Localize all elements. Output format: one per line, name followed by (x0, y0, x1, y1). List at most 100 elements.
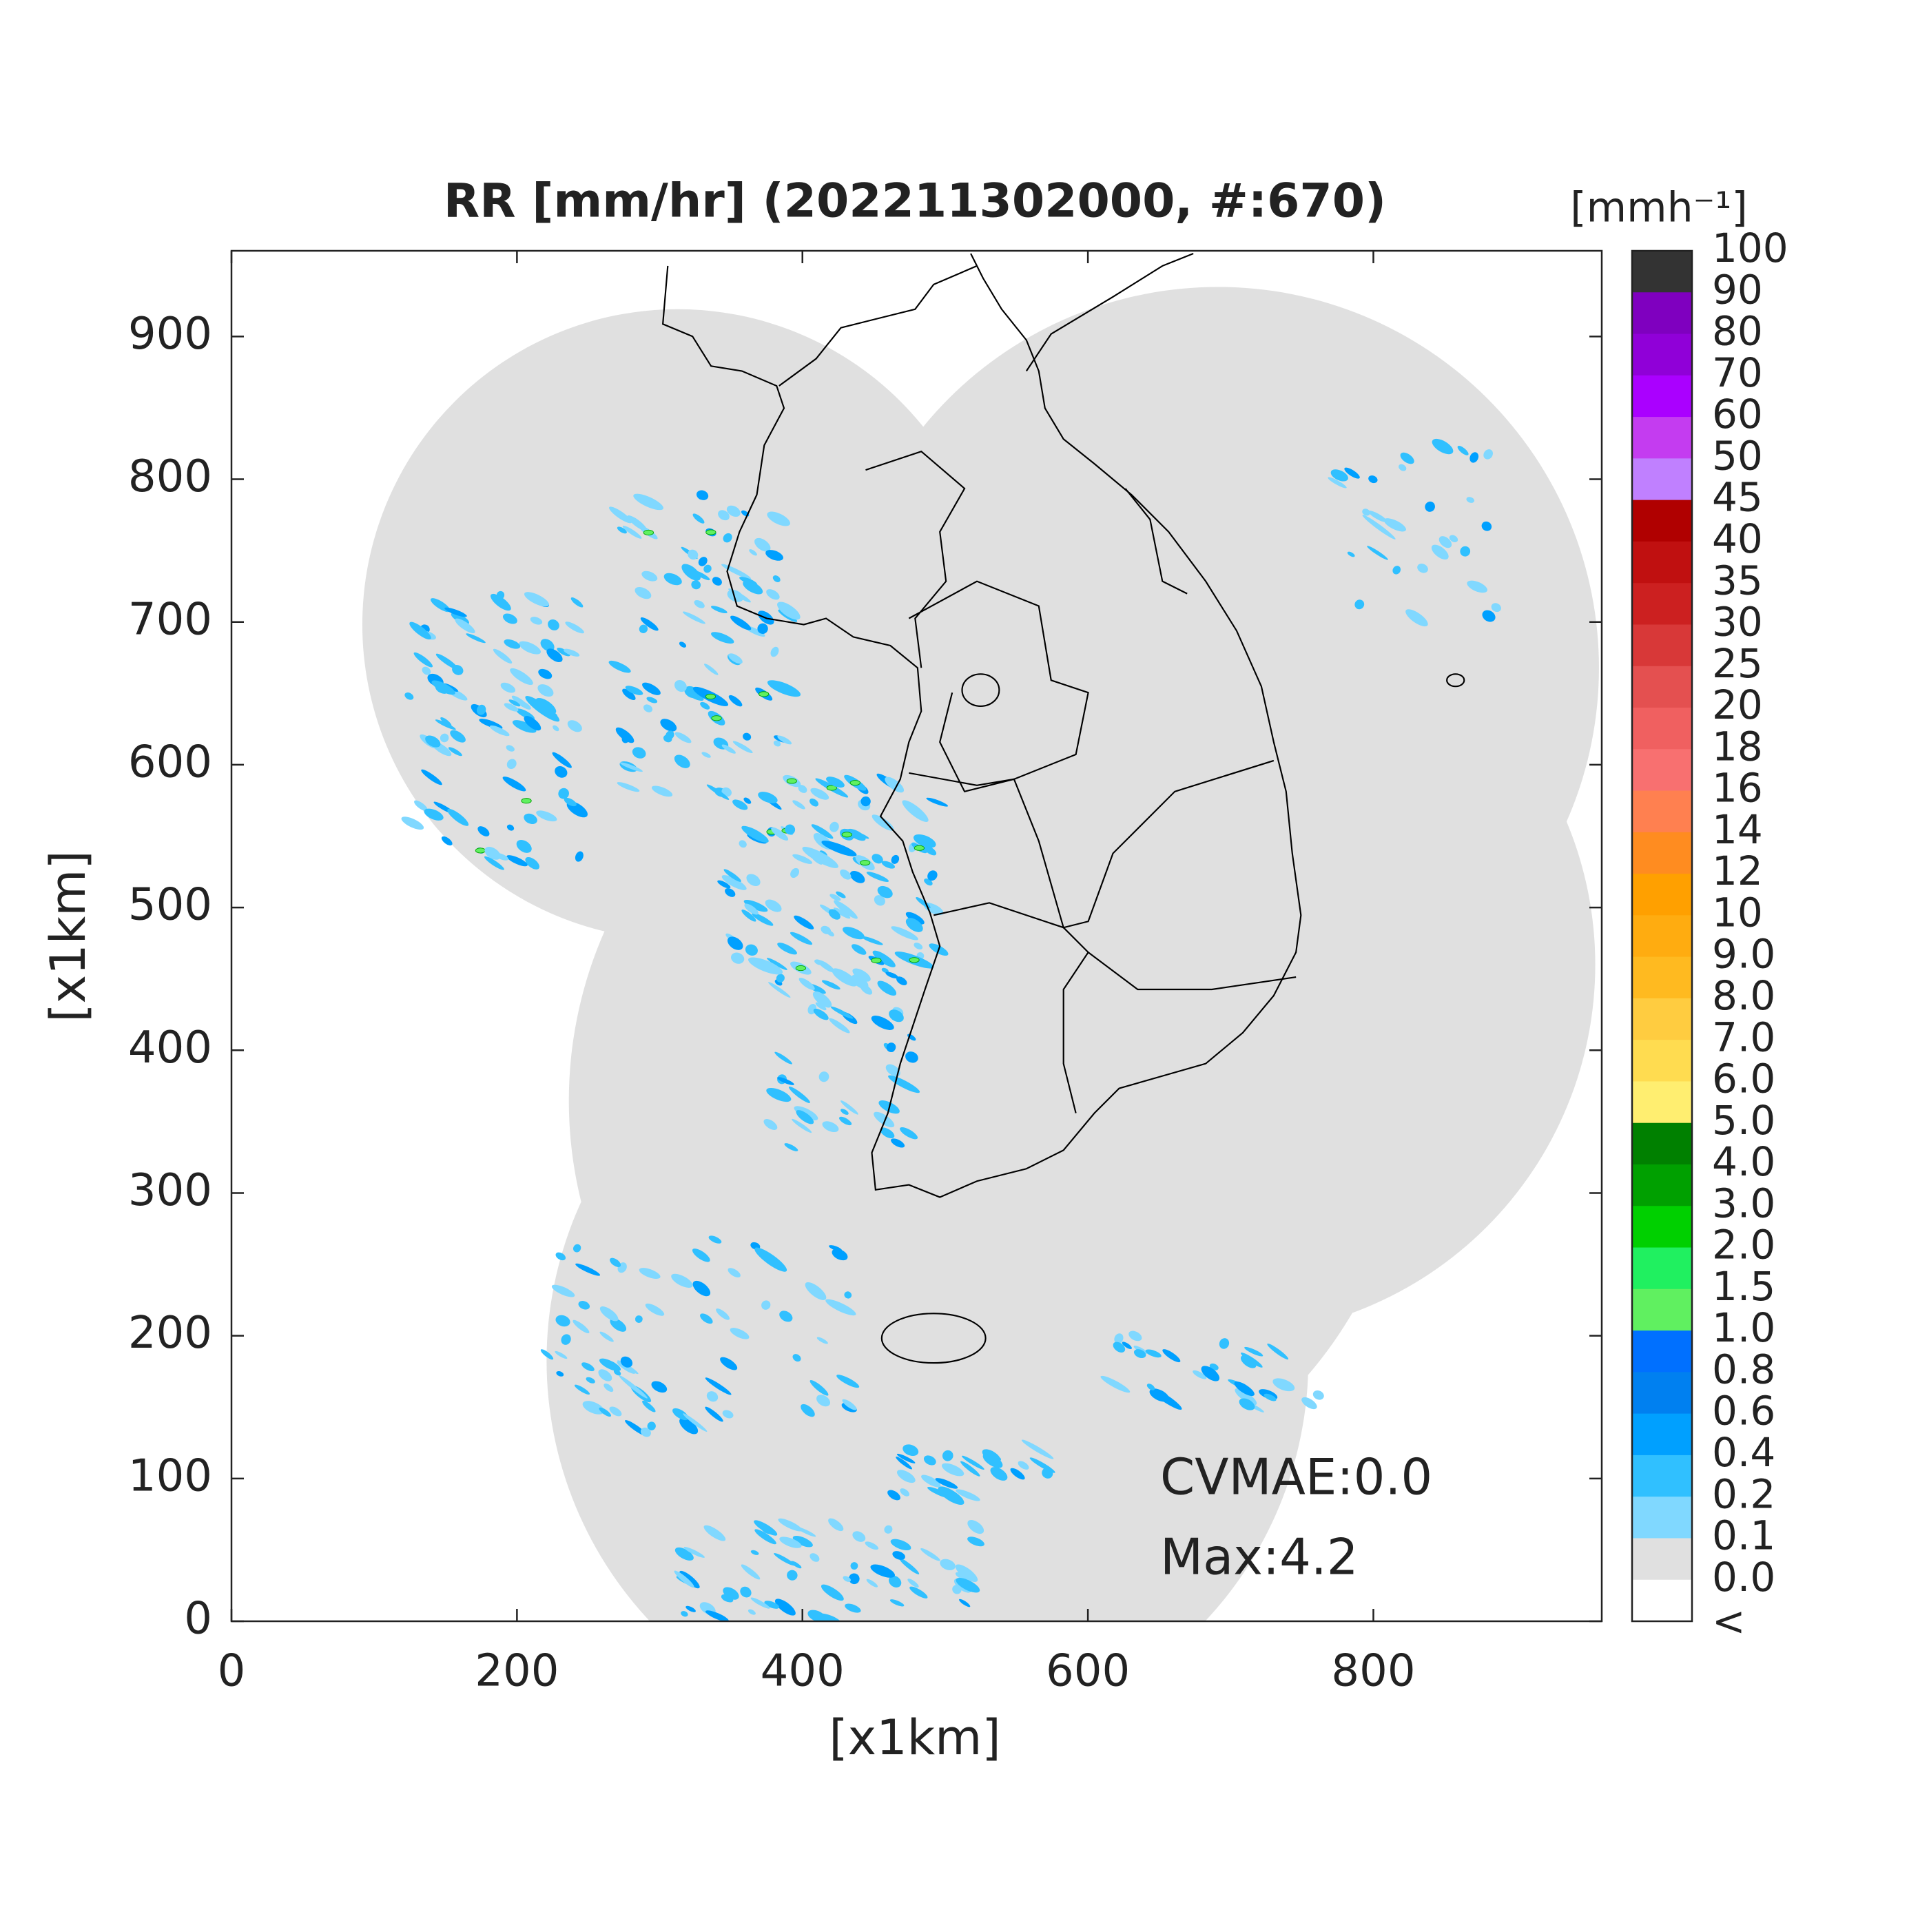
border-path (1025, 252, 1194, 372)
echo (450, 730, 466, 743)
echo (1392, 566, 1401, 575)
echo (887, 1490, 900, 1501)
colorbar-label: 60 (1712, 391, 1763, 438)
echo (852, 974, 869, 989)
x-tick-label: 200 (475, 1646, 559, 1697)
echo (552, 752, 572, 768)
colorbar-label: 45 (1712, 474, 1763, 521)
echo (728, 695, 743, 707)
echo (496, 590, 505, 599)
echo (732, 799, 748, 810)
echo (726, 505, 741, 517)
echo (840, 1109, 849, 1115)
echo (537, 684, 554, 697)
echo (609, 506, 632, 524)
echo (1399, 464, 1407, 471)
echo (564, 797, 577, 807)
echo (561, 1334, 571, 1345)
echo (679, 641, 687, 648)
echo (1267, 1343, 1289, 1360)
echo (796, 1110, 814, 1124)
echo (796, 1526, 816, 1537)
echo (815, 1002, 827, 1011)
colorbar-band (1632, 1579, 1692, 1622)
echo (877, 885, 893, 898)
echo (807, 1610, 826, 1621)
echo (921, 1474, 941, 1488)
echo (617, 782, 640, 792)
echo (1029, 1457, 1055, 1473)
echo (663, 573, 682, 586)
echo (923, 845, 937, 856)
echo (828, 909, 840, 920)
echo (440, 733, 449, 743)
colorbar-label: 16 (1712, 765, 1763, 812)
echo (798, 978, 815, 990)
y-tick-label: 200 (128, 1308, 212, 1359)
echo (581, 1362, 595, 1372)
echo (792, 800, 805, 810)
echo (651, 785, 673, 797)
echo (1021, 1439, 1054, 1459)
echo (582, 1401, 605, 1415)
echo (774, 1051, 792, 1065)
echo (1483, 449, 1494, 460)
colorbar-label: 70 (1712, 349, 1763, 396)
colorbar-band (1632, 874, 1692, 916)
echo (666, 730, 674, 740)
x-axis-label: [x1km] (829, 1709, 1000, 1766)
echo (640, 1427, 651, 1437)
echo (1481, 521, 1492, 531)
echo (913, 834, 936, 848)
echo (750, 1550, 759, 1555)
echo (574, 1384, 590, 1395)
echo (822, 1121, 839, 1133)
echo (674, 679, 687, 692)
colorbar-label: 0.0 (1712, 1554, 1775, 1601)
echo (870, 1564, 896, 1578)
echo (424, 808, 444, 821)
colorbar-label: 1.0 (1712, 1304, 1775, 1351)
echo (792, 1118, 812, 1133)
echo (721, 744, 736, 754)
colorbar-label: 10 (1712, 889, 1763, 936)
echo (754, 1247, 787, 1272)
echo (500, 682, 516, 693)
echo (767, 958, 787, 970)
colorbar-band (1632, 832, 1692, 874)
y-tick-label: 400 (128, 1022, 212, 1073)
echo (798, 785, 807, 793)
echo (619, 1375, 648, 1399)
coast-path (661, 253, 1302, 1198)
echo (502, 613, 517, 624)
colorbar-label: 5.0 (1712, 1097, 1775, 1144)
echo (700, 701, 710, 710)
y-tick-label: 0 (184, 1594, 212, 1645)
echo (728, 588, 751, 603)
echo (1347, 551, 1355, 557)
echo (1432, 438, 1454, 455)
echo (741, 910, 756, 922)
colorbar-band (1632, 1164, 1692, 1206)
echo-core (759, 691, 770, 697)
echo (885, 777, 905, 793)
echo (909, 1586, 928, 1599)
y-tick-label: 300 (128, 1165, 212, 1216)
echo (633, 493, 663, 511)
echo-core (826, 785, 837, 791)
echo (1219, 1338, 1230, 1349)
echo (686, 690, 704, 701)
echo (586, 1377, 595, 1384)
coverage-circle (546, 979, 1308, 1621)
y-tick-label: 900 (128, 309, 212, 360)
echo (865, 1541, 879, 1550)
echo (834, 900, 858, 919)
echo (448, 747, 462, 757)
echo (825, 1299, 856, 1316)
echo (766, 1087, 792, 1102)
colorbar-label: 80 (1712, 308, 1763, 355)
echo (881, 861, 896, 869)
colorbar-band (1632, 1247, 1692, 1290)
echo (421, 769, 442, 785)
